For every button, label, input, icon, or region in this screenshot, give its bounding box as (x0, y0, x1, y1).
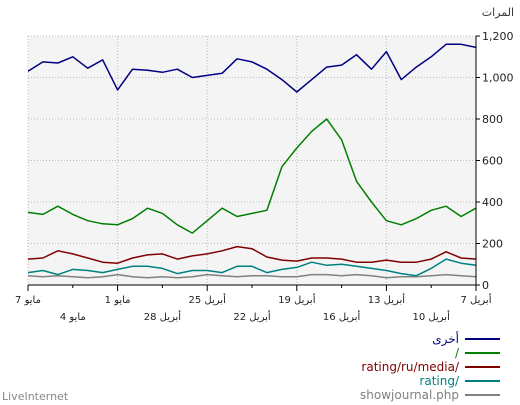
y-tick-label: 1,200 (482, 30, 514, 43)
y-axis-label: المرات (482, 6, 514, 19)
x-tick-label: 10 أبريل (413, 310, 451, 323)
x-tick-label: 13 أبريل (368, 293, 406, 306)
y-axis-ticks: 0 200 400 600 800 1,000 1,200 (476, 30, 514, 292)
plot-background (28, 36, 476, 285)
x-tick-label: 7 مايو (15, 295, 41, 306)
legend: أخرى/rating/ru/media/rating/showjournal.… (360, 331, 500, 402)
x-tick-label: 7 أبريل (461, 293, 492, 306)
series-line (27, 43, 477, 93)
series-lines (27, 43, 477, 279)
legend-label: rating/ru/media/ (361, 360, 460, 374)
series-line (27, 118, 477, 234)
x-tick-label: 16 أبريل (323, 310, 361, 323)
plot-area (28, 36, 476, 285)
x-tick-label: 1 مايو (105, 295, 131, 306)
legend-label: / (455, 346, 460, 360)
x-tick-label: 25 أبريل (189, 293, 227, 306)
y-tick-label: 800 (482, 113, 503, 126)
y-tick-label: 400 (482, 196, 503, 209)
x-tick-label: 22 أبريل (233, 310, 271, 323)
y-tick-label: 0 (482, 279, 489, 292)
x-tick-label: 4 مايو (60, 312, 86, 323)
watermark-text: LiveInternet (2, 390, 69, 403)
series-line (27, 258, 477, 277)
legend-label: أخرى (432, 331, 459, 347)
y-tick-label: 200 (482, 238, 503, 251)
x-tick-label: 19 أبريل (278, 293, 316, 306)
legend-label: rating/ (419, 374, 460, 388)
y-tick-label: 1,000 (482, 72, 514, 85)
series-line (27, 245, 477, 264)
series-line (27, 273, 477, 279)
legend-label: showjournal.php (360, 388, 459, 402)
y-tick-label: 600 (482, 155, 503, 168)
x-tick-label: 28 أبريل (144, 310, 182, 323)
x-axis-ticks: 7 أبريل 13 أبريل 19 أبريل 25 أبريل 1 مايو 7 م… (15, 285, 492, 323)
